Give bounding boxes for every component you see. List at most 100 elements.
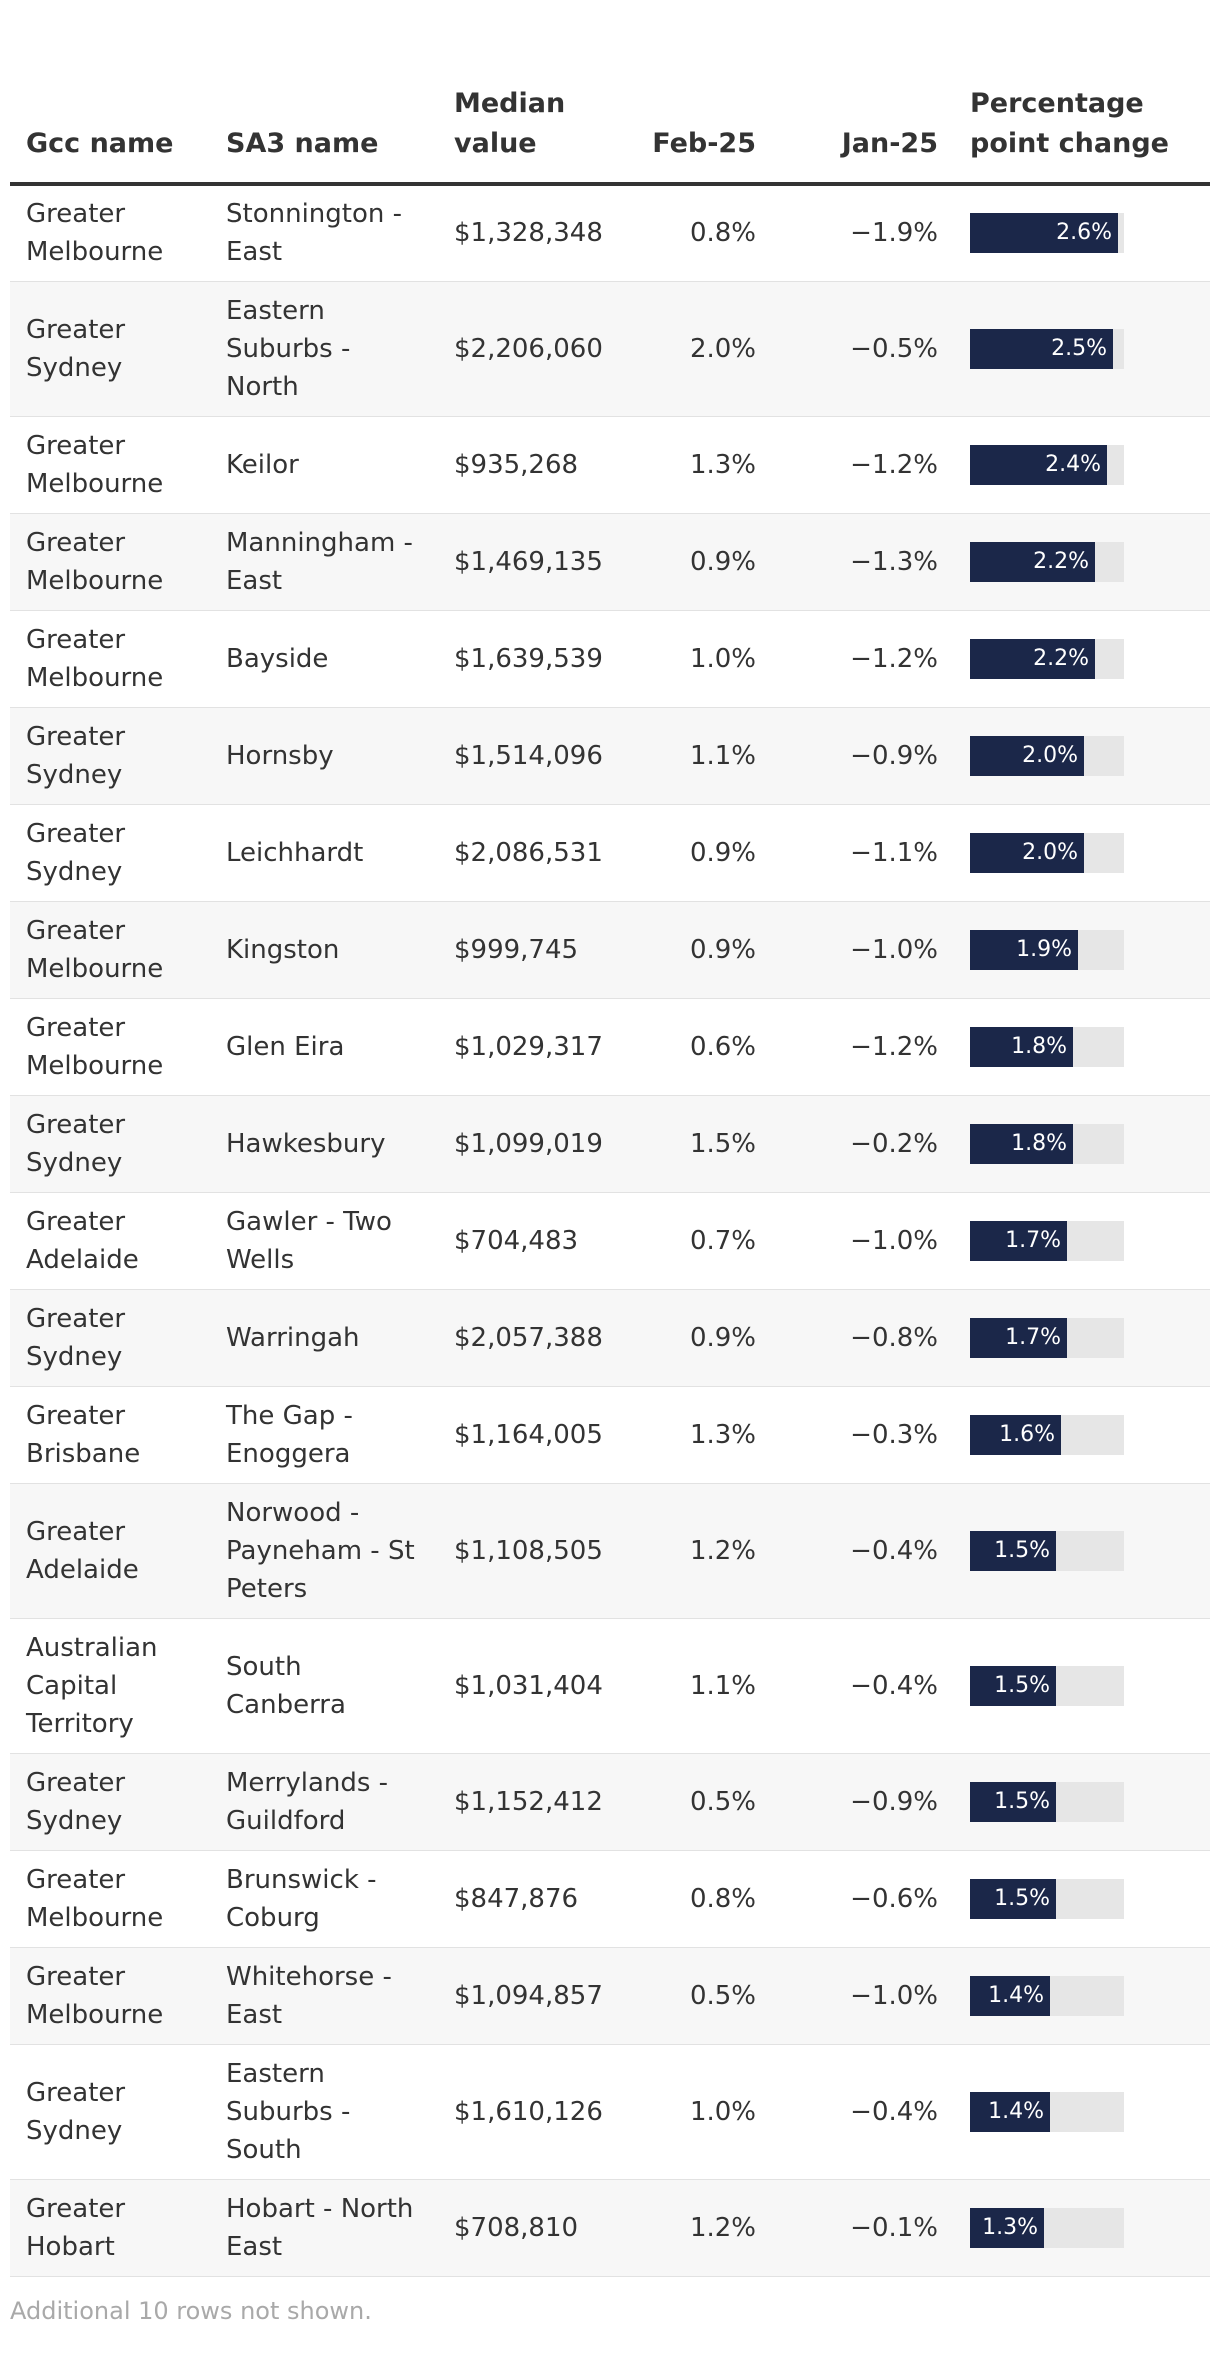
jan-25-cell: −0.4%	[772, 2044, 954, 2180]
column-header-gcc-name[interactable]: Gcc name	[10, 0, 210, 186]
bar-track: 2.2%	[970, 638, 1124, 679]
change-cell: 1.4%	[954, 2044, 1210, 2180]
bar-value-label: 2.0%	[1022, 742, 1078, 768]
bar-track: 2.5%	[970, 328, 1124, 369]
change-cell: 1.5%	[954, 1850, 1210, 1948]
change-cell: 2.6%	[954, 184, 1210, 282]
bar-fill	[970, 1026, 1073, 1067]
bar-value-label: 1.7%	[1005, 1227, 1061, 1253]
jan-25-cell: −0.2%	[772, 1095, 954, 1193]
gcc-name-cell: Greater Melbourne	[10, 610, 210, 708]
bar-track: 1.5%	[970, 1878, 1124, 1919]
table-row: Greater Sydney Eastern Suburbs - South $1,…	[10, 2044, 1210, 2180]
median-value-cell: $1,108,505	[438, 1483, 603, 1619]
column-header-sa3-name[interactable]: SA3 name	[210, 0, 438, 186]
sa3-name-cell: Merrylands - Guildford	[210, 1753, 438, 1851]
bar-fill	[970, 1317, 1067, 1358]
column-header-jan-25[interactable]: Jan-25	[772, 0, 954, 186]
jan-25-cell: −1.9%	[772, 184, 954, 282]
bar-fill	[970, 2091, 1050, 2132]
feb-25-cell: 1.5%	[592, 1095, 772, 1193]
sa3-name-cell: Bayside	[210, 610, 438, 708]
table-row: Greater Sydney Hornsby $1,514,096 1.1% −0.9%…	[10, 707, 1210, 805]
gcc-name-cell: Greater Sydney	[10, 1095, 210, 1193]
gcc-name-cell: Greater Melbourne	[10, 416, 210, 514]
bar-value-label: 1.4%	[988, 1982, 1044, 2008]
bar-fill	[970, 1878, 1056, 1919]
column-header-median-value[interactable]: Median value	[438, 0, 592, 186]
bar-value-label: 2.2%	[1033, 645, 1089, 671]
table-row: Australian Capital Territory South Canber…	[10, 1618, 1210, 1754]
median-value-cell: $708,810	[438, 2179, 592, 2277]
table-header: Gcc name SA3 name Median value Feb-25 Ja…	[10, 0, 1210, 186]
bar-fill	[970, 1220, 1067, 1261]
header-row: Gcc name SA3 name Median value Feb-25 Ja…	[10, 0, 1210, 186]
bar-value-label: 1.3%	[982, 2214, 1038, 2240]
sa3-name-cell: Brunswick - Coburg	[210, 1850, 438, 1948]
table-row: Greater Melbourne Keilor $935,268 1.3% −1.2%…	[10, 416, 1210, 514]
jan-25-cell: −0.9%	[772, 707, 954, 805]
bar-track: 2.2%	[970, 541, 1124, 582]
table-row: Greater Sydney Warringah $2,057,388 0.9% −0.…	[10, 1289, 1210, 1387]
bar-value-label: 2.6%	[1056, 220, 1112, 246]
median-value-cell: $1,469,135	[438, 513, 603, 611]
gcc-name-cell: Greater Adelaide	[10, 1192, 210, 1290]
median-value-cell: $1,328,348	[438, 184, 603, 282]
bar-track: 1.4%	[970, 1975, 1124, 2016]
jan-25-cell: −0.5%	[772, 281, 954, 417]
bar-track: 2.4%	[970, 444, 1124, 485]
feb-25-cell: 0.8%	[592, 184, 772, 282]
table-row: Greater Adelaide Gawler - Two Wells $704,4…	[10, 1192, 1210, 1290]
sa3-name-cell: Manningham - East	[210, 513, 438, 611]
bar-track: 2.6%	[970, 213, 1124, 254]
median-value-cell: $1,099,019	[438, 1095, 603, 1193]
bar-fill	[970, 213, 1118, 254]
jan-25-cell: −1.0%	[772, 1947, 954, 2045]
bar-value-label: 1.9%	[1016, 936, 1072, 962]
jan-25-cell: −0.8%	[772, 1289, 954, 1387]
jan-25-cell: −1.2%	[772, 998, 954, 1096]
gcc-name-cell: Greater Hobart	[10, 2179, 210, 2277]
table-row: Greater Sydney Leichhardt $2,086,531 0.9% −1…	[10, 804, 1210, 902]
bar-track: 1.5%	[970, 1530, 1124, 1571]
sa3-name-cell: Warringah	[210, 1289, 438, 1387]
sa3-name-cell: Glen Eira	[210, 998, 438, 1096]
gcc-name-cell: Greater Sydney	[10, 707, 210, 805]
median-value-cell: $1,152,412	[438, 1753, 603, 1851]
bar-track: 1.3%	[970, 2207, 1124, 2248]
change-cell: 1.7%	[954, 1289, 1210, 1387]
change-cell: 1.9%	[954, 901, 1210, 999]
table-row: Greater Hobart Hobart - North East $708,81…	[10, 2179, 1210, 2277]
jan-25-cell: −1.3%	[772, 513, 954, 611]
change-cell: 2.4%	[954, 416, 1210, 514]
sa3-name-cell: Stonnington - East	[210, 184, 438, 282]
feb-25-cell: 0.9%	[592, 1289, 772, 1387]
table-row: Greater Melbourne Stonnington - East $1,32…	[10, 184, 1210, 282]
sa3-name-cell: Keilor	[210, 416, 438, 514]
table-row: Greater Melbourne Manningham - East $1,469…	[10, 513, 1210, 611]
feb-25-cell: 2.0%	[592, 281, 772, 417]
median-value-cell: $999,745	[438, 901, 592, 999]
change-cell: 1.5%	[954, 1753, 1210, 1851]
jan-25-cell: −0.4%	[772, 1618, 954, 1754]
column-header-percentage-point-change[interactable]: Percentage point change	[954, 0, 1210, 186]
sa3-name-cell: South Canberra	[210, 1618, 438, 1754]
column-header-feb-25[interactable]: Feb-25	[592, 0, 772, 186]
gcc-name-cell: Greater Sydney	[10, 1289, 210, 1387]
gcc-name-cell: Greater Melbourne	[10, 513, 210, 611]
sa3-name-cell: Hobart - North East	[210, 2179, 438, 2277]
bar-track: 1.7%	[970, 1317, 1124, 1358]
feb-25-cell: 0.9%	[592, 513, 772, 611]
feb-25-cell: 1.0%	[592, 2044, 772, 2180]
bar-value-label: 2.5%	[1051, 335, 1107, 361]
table-row: Greater Melbourne Whitehorse - East $1,094…	[10, 1947, 1210, 2045]
bar-track: 1.8%	[970, 1123, 1124, 1164]
gcc-name-cell: Greater Adelaide	[10, 1483, 210, 1619]
feb-25-cell: 1.2%	[592, 1483, 772, 1619]
bar-fill	[970, 638, 1095, 679]
gcc-name-cell: Greater Melbourne	[10, 901, 210, 999]
jan-25-cell: −1.2%	[772, 416, 954, 514]
gcc-name-cell: Greater Melbourne	[10, 184, 210, 282]
jan-25-cell: −0.3%	[772, 1386, 954, 1484]
change-cell: 1.8%	[954, 1095, 1210, 1193]
